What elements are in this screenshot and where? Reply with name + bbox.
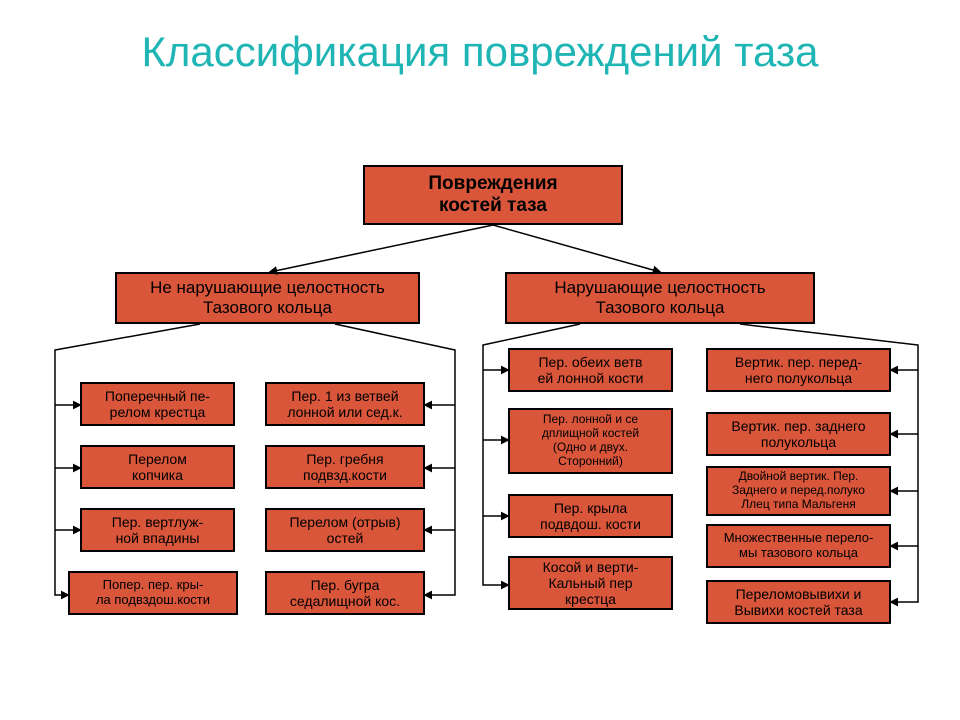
node-R3: Пер. крылаподвдош. кости bbox=[508, 494, 673, 538]
node-R8: Множественные перело-мы тазового кольца bbox=[706, 524, 891, 568]
slide-title: Классификация повреждений таза bbox=[0, 28, 960, 76]
node-R4: Косой и верти-Кальный перкрестца bbox=[508, 556, 673, 610]
node-L4: Попер. пер. кры-ла подвздош.кости bbox=[68, 571, 238, 615]
node-L5: Пер. 1 из ветвейлонной или сед.к. bbox=[265, 382, 425, 426]
node-L3: Пер. вертлуж-ной впадины bbox=[80, 508, 235, 552]
node-L6: Пер. гребняподвзд.кости bbox=[265, 445, 425, 489]
node-R1: Пер. обеих ветвей лонной кости bbox=[508, 348, 673, 392]
node-L8: Пер. буграседалищной кос. bbox=[265, 571, 425, 615]
edge-1 bbox=[493, 225, 660, 272]
node-L7: Перелом (отрыв)остей bbox=[265, 508, 425, 552]
node-R2: Пер. лонной и седплищной костей(Одно и д… bbox=[508, 408, 673, 474]
node-L1: Поперечный пе-релом крестца bbox=[80, 382, 235, 426]
node-R: Нарушающие целостностьТазового кольца bbox=[505, 272, 815, 324]
edge-0 bbox=[270, 225, 493, 272]
node-R5: Вертик. пер. перед-него полукольца bbox=[706, 348, 891, 392]
node-R7: Двойной вертик. Пер.Заднего и перед.полу… bbox=[706, 466, 891, 516]
node-L2: Переломкопчика bbox=[80, 445, 235, 489]
node-R6: Вертик. пер. заднегополукольца bbox=[706, 412, 891, 456]
node-root: Повреждениякостей таза bbox=[363, 165, 623, 225]
node-R9: Переломовывихи иВывихи костей таза bbox=[706, 580, 891, 624]
node-L: Не нарушающие целостностьТазового кольца bbox=[115, 272, 420, 324]
